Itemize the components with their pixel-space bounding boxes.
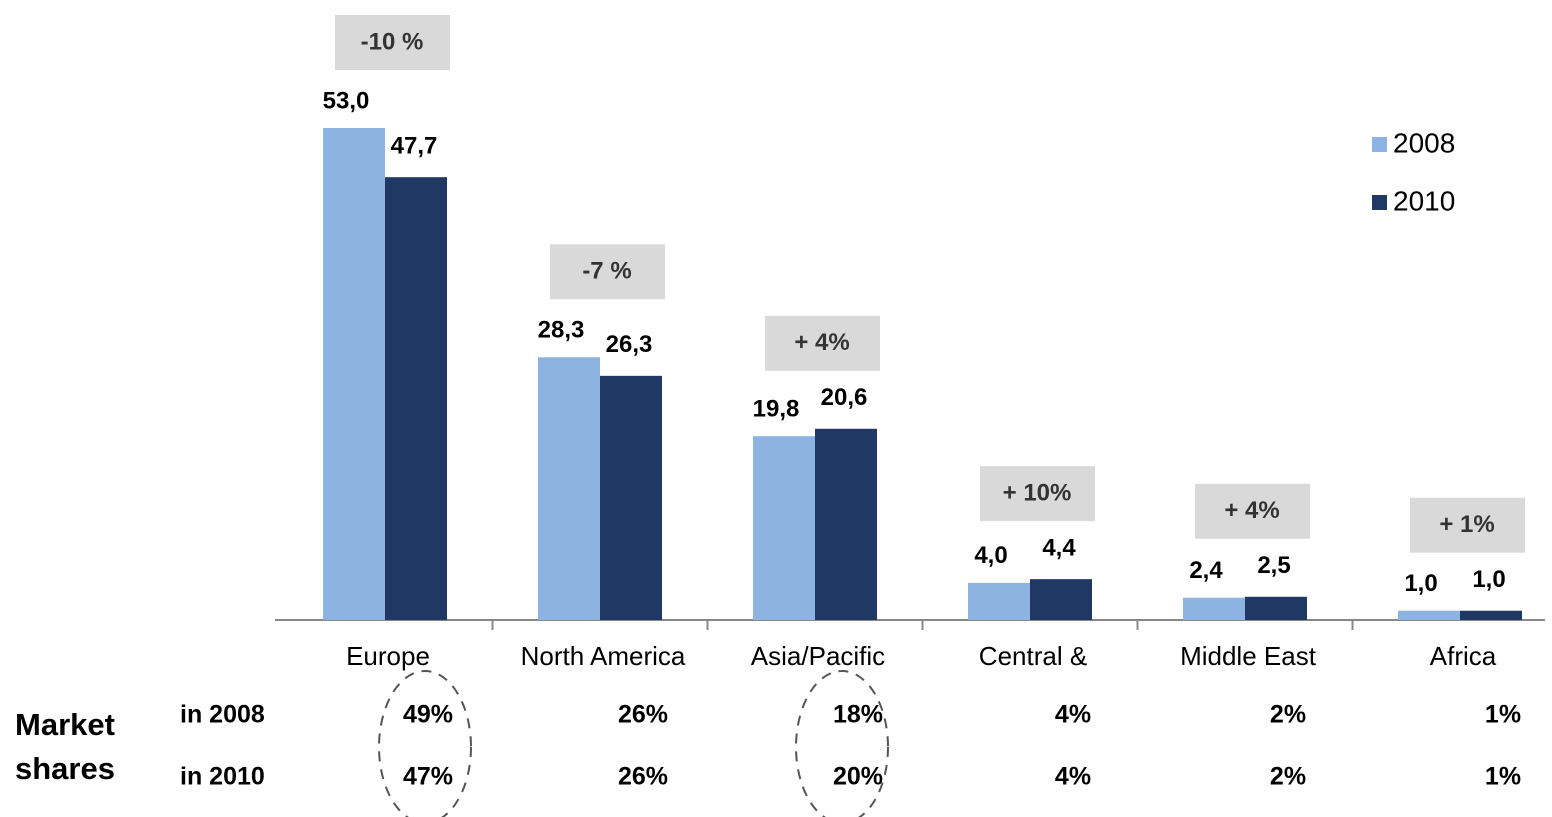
value-label: 2,4	[1189, 557, 1223, 584]
legend-label: 2008	[1393, 127, 1455, 158]
share-value: 1%	[1485, 763, 1521, 791]
bar	[385, 177, 447, 620]
bar	[1183, 597, 1245, 620]
value-label: 2,5	[1257, 552, 1290, 579]
change-label: + 1%	[1439, 511, 1494, 538]
share-value: 26%	[618, 763, 668, 791]
bar	[1460, 610, 1522, 620]
change-label: + 4%	[794, 329, 849, 356]
change-label: + 10%	[1003, 479, 1072, 506]
market-shares-label: Market shares	[15, 707, 115, 786]
value-label: 4,4	[1042, 534, 1076, 561]
value-label: 1,0	[1472, 566, 1505, 593]
value-label: 47,7	[391, 133, 438, 160]
value-label: 53,0	[323, 87, 370, 114]
highlight-ellipse	[378, 670, 472, 817]
change-box	[1410, 497, 1525, 553]
row-label: in 2010	[180, 763, 265, 791]
x-tick-label: Asia/Pacific	[751, 641, 885, 671]
bar	[323, 128, 385, 620]
bar	[1398, 610, 1460, 620]
share-value: 49%	[403, 701, 453, 729]
change-box	[765, 315, 880, 371]
share-value: 4%	[1055, 701, 1091, 729]
x-tick-label: Europe	[346, 641, 430, 671]
x-tick-label: Middle East	[1180, 641, 1317, 671]
bar	[1030, 579, 1092, 620]
share-value: 2%	[1270, 763, 1306, 791]
bar	[538, 357, 600, 620]
share-value: 47%	[403, 763, 453, 791]
share-value: 20%	[833, 763, 883, 791]
value-label: 20,6	[821, 384, 868, 411]
change-label: -7 %	[582, 258, 631, 285]
legend-swatch	[1372, 195, 1387, 210]
value-label: 4,0	[974, 542, 1007, 569]
change-box	[335, 15, 450, 70]
share-value: 1%	[1485, 701, 1521, 729]
change-box	[1195, 483, 1310, 539]
value-label: 19,8	[753, 396, 800, 423]
share-value: 4%	[1055, 763, 1091, 791]
change-box	[550, 244, 665, 300]
value-label: 26,3	[606, 331, 653, 358]
bar	[600, 375, 662, 620]
value-label: 28,3	[538, 317, 585, 344]
change-label: + 4%	[1224, 497, 1279, 524]
highlight-ellipse	[795, 670, 889, 817]
share-value: 2%	[1270, 701, 1306, 729]
share-value: 26%	[618, 701, 668, 729]
bar	[1245, 596, 1307, 620]
legend-swatch	[1372, 137, 1387, 152]
row-label: in 2008	[180, 701, 265, 729]
x-tick-label: North America	[521, 641, 686, 671]
bar	[968, 582, 1030, 620]
legend-label: 2010	[1393, 185, 1455, 216]
change-label: -10 %	[361, 28, 424, 55]
x-tick-label: Central &	[979, 641, 1087, 671]
bar	[815, 428, 877, 620]
value-label: 1,0	[1404, 570, 1437, 597]
change-box	[980, 466, 1095, 522]
bar	[753, 436, 815, 620]
share-value: 18%	[833, 701, 883, 729]
x-tick-label: Africa	[1430, 641, 1497, 671]
